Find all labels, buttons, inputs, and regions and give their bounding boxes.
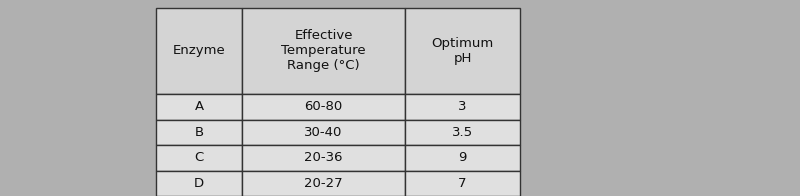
Text: 20-36: 20-36 — [304, 151, 343, 164]
Bar — [156, 8, 242, 94]
Bar — [156, 171, 242, 196]
Text: B: B — [194, 126, 204, 139]
Text: 20-27: 20-27 — [304, 177, 343, 190]
Text: Optimum
pH: Optimum pH — [431, 37, 494, 65]
Text: D: D — [194, 177, 204, 190]
Bar — [242, 94, 405, 120]
Bar — [242, 145, 405, 171]
Text: Effective
Temperature
Range (°C): Effective Temperature Range (°C) — [282, 29, 366, 73]
Bar — [242, 171, 405, 196]
Text: A: A — [194, 100, 204, 113]
Text: 30-40: 30-40 — [305, 126, 343, 139]
Bar — [405, 171, 520, 196]
Text: 60-80: 60-80 — [305, 100, 342, 113]
Bar — [242, 120, 405, 145]
Text: 7: 7 — [458, 177, 466, 190]
Bar — [405, 94, 520, 120]
Text: 3: 3 — [458, 100, 466, 113]
Bar — [156, 120, 242, 145]
Bar — [405, 120, 520, 145]
Text: 9: 9 — [458, 151, 466, 164]
Text: 3.5: 3.5 — [452, 126, 473, 139]
Bar — [156, 94, 242, 120]
Bar — [242, 8, 405, 94]
Bar — [405, 8, 520, 94]
Text: C: C — [194, 151, 204, 164]
Text: Enzyme: Enzyme — [173, 44, 226, 57]
Bar — [405, 145, 520, 171]
Bar — [156, 145, 242, 171]
